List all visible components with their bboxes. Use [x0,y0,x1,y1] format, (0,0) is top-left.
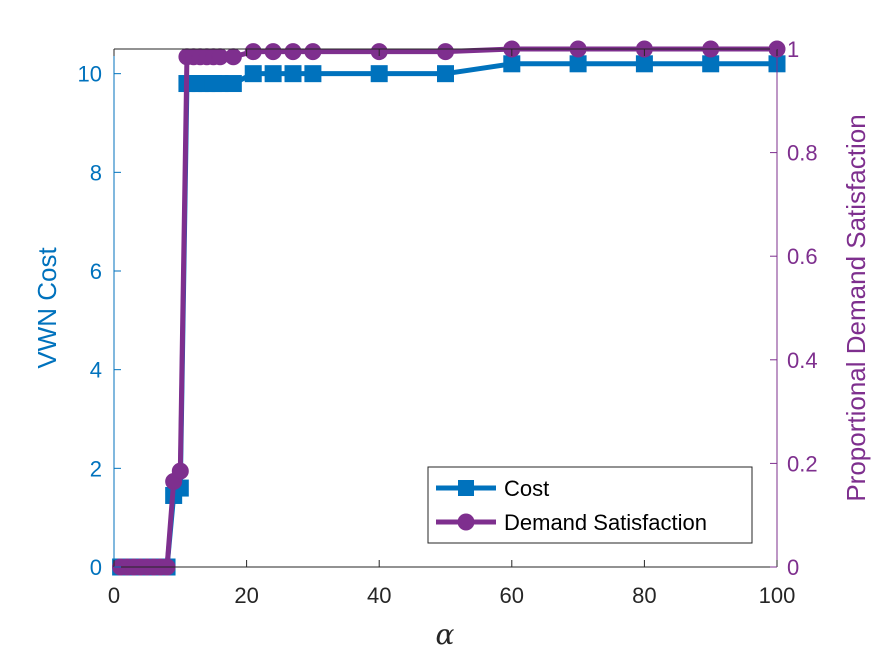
cost-point [635,55,653,73]
y-left-tick-label: 4 [90,358,102,383]
y-left-tick-label: 2 [90,456,102,481]
cost-point [370,65,388,83]
demand-satisfaction-point [304,43,322,61]
x-axis-label: α [436,618,455,651]
y-right-tick-label: 0.8 [787,141,818,166]
cost-point [569,55,587,73]
y-right-tick-label: 0.2 [787,451,818,476]
demand-satisfaction-point [224,48,242,66]
legend: Cost Demand Satisfaction [427,466,753,544]
y-right-tick-label: 0.4 [787,348,818,373]
x-tick-label: 40 [367,583,391,608]
cost-point [284,65,302,83]
x-tick-label: 0 [108,583,120,608]
y-right-tick-label: 1 [787,37,799,62]
y-axis-right-label: Proportional Demand Satisfaction [841,114,871,501]
x-tick-label: 80 [632,583,656,608]
y-left-tick-label: 6 [90,259,102,284]
cost-point [702,55,720,73]
x-tick-label: 20 [234,583,258,608]
y-left-tick-label: 10 [78,62,102,87]
demand-satisfaction-point [171,462,189,480]
y-right-tick-label: 0.6 [787,244,818,269]
demand-satisfaction-point [437,43,454,61]
demand-satisfaction-point [264,43,282,61]
cost-point [264,65,282,83]
legend-label-demand-satisfaction: Demand Satisfaction [504,510,707,535]
cost-point [503,55,521,73]
y-left-tick-label: 0 [90,555,102,580]
demand-satisfaction-point [284,43,302,61]
legend-circle-marker [457,513,475,531]
y-axis-left-label: VWN Cost [32,247,62,369]
y-left-tick-label: 8 [90,160,102,185]
cost-point [244,65,262,83]
cost-point [224,75,242,93]
legend-box [427,466,753,544]
cost-point [304,65,322,83]
demand-satisfaction-point [244,43,262,61]
legend-square-marker [458,480,474,496]
x-tick-label: 60 [500,583,524,608]
cost-point [437,65,454,83]
x-tick-label: 100 [759,583,796,608]
y-right-tick-label: 0 [787,555,799,580]
legend-label-cost: Cost [504,476,549,501]
